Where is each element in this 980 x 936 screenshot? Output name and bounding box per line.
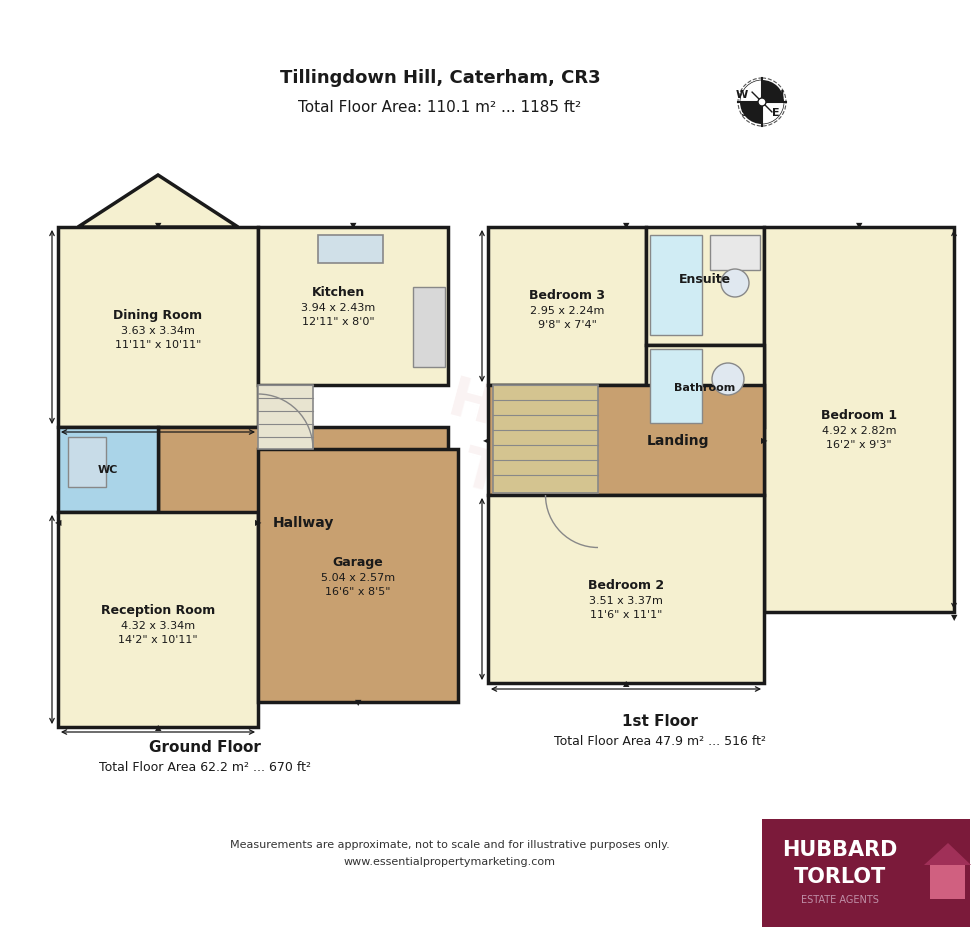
Bar: [58, 512, 258, 727]
Text: 9'8" x 7'4": 9'8" x 7'4": [538, 320, 597, 329]
Text: 3.51 x 3.37m: 3.51 x 3.37m: [589, 595, 662, 606]
Text: ▼: ▼: [355, 697, 362, 707]
Text: 2.95 x 2.24m: 2.95 x 2.24m: [530, 306, 605, 315]
Text: ◀: ◀: [483, 436, 489, 445]
Text: 11'11" x 10'11": 11'11" x 10'11": [115, 340, 201, 350]
Text: ◀: ◀: [55, 518, 62, 527]
Wedge shape: [762, 103, 784, 124]
Bar: [413, 287, 445, 368]
Bar: [762, 819, 970, 927]
Circle shape: [721, 270, 749, 298]
Text: 16'6" x 8'5": 16'6" x 8'5": [325, 586, 391, 596]
Text: ▼: ▼: [350, 221, 357, 230]
Text: Hallway: Hallway: [272, 516, 333, 530]
Bar: [710, 236, 760, 271]
Bar: [68, 437, 106, 488]
Text: ▼: ▼: [155, 221, 162, 230]
Text: HUBBARD: HUBBARD: [782, 839, 898, 859]
Text: 3.63 x 3.34m: 3.63 x 3.34m: [122, 326, 195, 336]
Text: ▼: ▼: [951, 613, 957, 622]
Text: HUBBARD
TORLOT: HUBBARD TORLOT: [76, 373, 404, 565]
Text: Total Floor Area 47.9 m² ... 516 ft²: Total Floor Area 47.9 m² ... 516 ft²: [554, 735, 766, 748]
Text: E: E: [772, 108, 780, 118]
Text: ▶: ▶: [760, 436, 767, 445]
Text: www.essentialpropertymarketing.com: www.essentialpropertymarketing.com: [344, 856, 556, 866]
Bar: [258, 227, 448, 386]
Text: ▶: ▶: [255, 518, 262, 527]
Bar: [646, 345, 764, 428]
Text: Kitchen: Kitchen: [312, 286, 365, 300]
Bar: [318, 236, 383, 264]
Text: 16'2" x 9'3": 16'2" x 9'3": [826, 440, 892, 449]
Text: Landing: Landing: [647, 433, 710, 447]
Bar: [930, 861, 965, 899]
Text: Bedroom 2: Bedroom 2: [588, 578, 664, 592]
Circle shape: [758, 99, 766, 107]
Text: ▲: ▲: [622, 679, 629, 688]
Text: 3.94 x 2.43m: 3.94 x 2.43m: [301, 302, 375, 313]
Text: ▼: ▼: [856, 221, 862, 230]
Text: WC: WC: [98, 464, 119, 475]
Text: Bedroom 3: Bedroom 3: [529, 289, 605, 302]
Bar: [258, 449, 458, 702]
Text: 12'11" x 8'0": 12'11" x 8'0": [302, 316, 374, 327]
Text: 1st Floor: 1st Floor: [622, 714, 698, 729]
Text: Total Floor Area 62.2 m² ... 670 ft²: Total Floor Area 62.2 m² ... 670 ft²: [99, 761, 311, 774]
Bar: [650, 236, 702, 336]
Text: Ground Floor: Ground Floor: [149, 739, 261, 754]
Text: S: S: [740, 108, 748, 118]
Bar: [488, 227, 646, 386]
Text: TORLOT: TORLOT: [794, 866, 886, 886]
Circle shape: [712, 363, 744, 396]
Wedge shape: [762, 80, 784, 103]
Bar: [493, 386, 598, 493]
Text: 5.04 x 2.57m: 5.04 x 2.57m: [320, 573, 395, 582]
Bar: [646, 227, 764, 345]
Bar: [158, 428, 448, 622]
Text: Dining Room: Dining Room: [114, 309, 203, 322]
Text: Bedroom 1: Bedroom 1: [821, 409, 897, 422]
Bar: [488, 386, 764, 495]
Bar: [488, 495, 764, 683]
Text: Total Floor Area: 110.1 m² ... 1185 ft²: Total Floor Area: 110.1 m² ... 1185 ft²: [299, 100, 581, 115]
Wedge shape: [740, 80, 762, 103]
Text: Garage: Garage: [332, 556, 383, 569]
Polygon shape: [78, 176, 238, 227]
Bar: [650, 350, 702, 424]
Text: Reception Room: Reception Room: [101, 604, 216, 617]
Wedge shape: [740, 103, 762, 124]
Text: Ensuite: Ensuite: [679, 273, 731, 286]
Text: 14'2" x 10'11": 14'2" x 10'11": [119, 635, 198, 644]
Polygon shape: [924, 843, 971, 865]
Text: Tillingdown Hill, Caterham, CR3: Tillingdown Hill, Caterham, CR3: [279, 69, 601, 87]
Text: W: W: [736, 90, 748, 100]
Bar: [258, 386, 313, 449]
Text: ESTATE AGENTS: ESTATE AGENTS: [801, 894, 879, 904]
Bar: [58, 227, 258, 428]
Text: 4.32 x 3.34m: 4.32 x 3.34m: [121, 621, 195, 630]
Bar: [58, 428, 158, 512]
Text: HUBBARD
TORLOT: HUBBARD TORLOT: [426, 373, 754, 565]
Text: ▼: ▼: [622, 221, 629, 230]
Text: ▲: ▲: [155, 723, 162, 732]
Text: Measurements are approximate, not to scale and for illustrative purposes only.: Measurements are approximate, not to sca…: [230, 839, 670, 849]
Bar: [764, 227, 954, 612]
Text: Bathroom: Bathroom: [674, 383, 736, 392]
Text: N: N: [775, 90, 785, 100]
Text: 11'6" x 11'1": 11'6" x 11'1": [590, 609, 662, 620]
Text: 4.92 x 2.82m: 4.92 x 2.82m: [822, 426, 897, 435]
